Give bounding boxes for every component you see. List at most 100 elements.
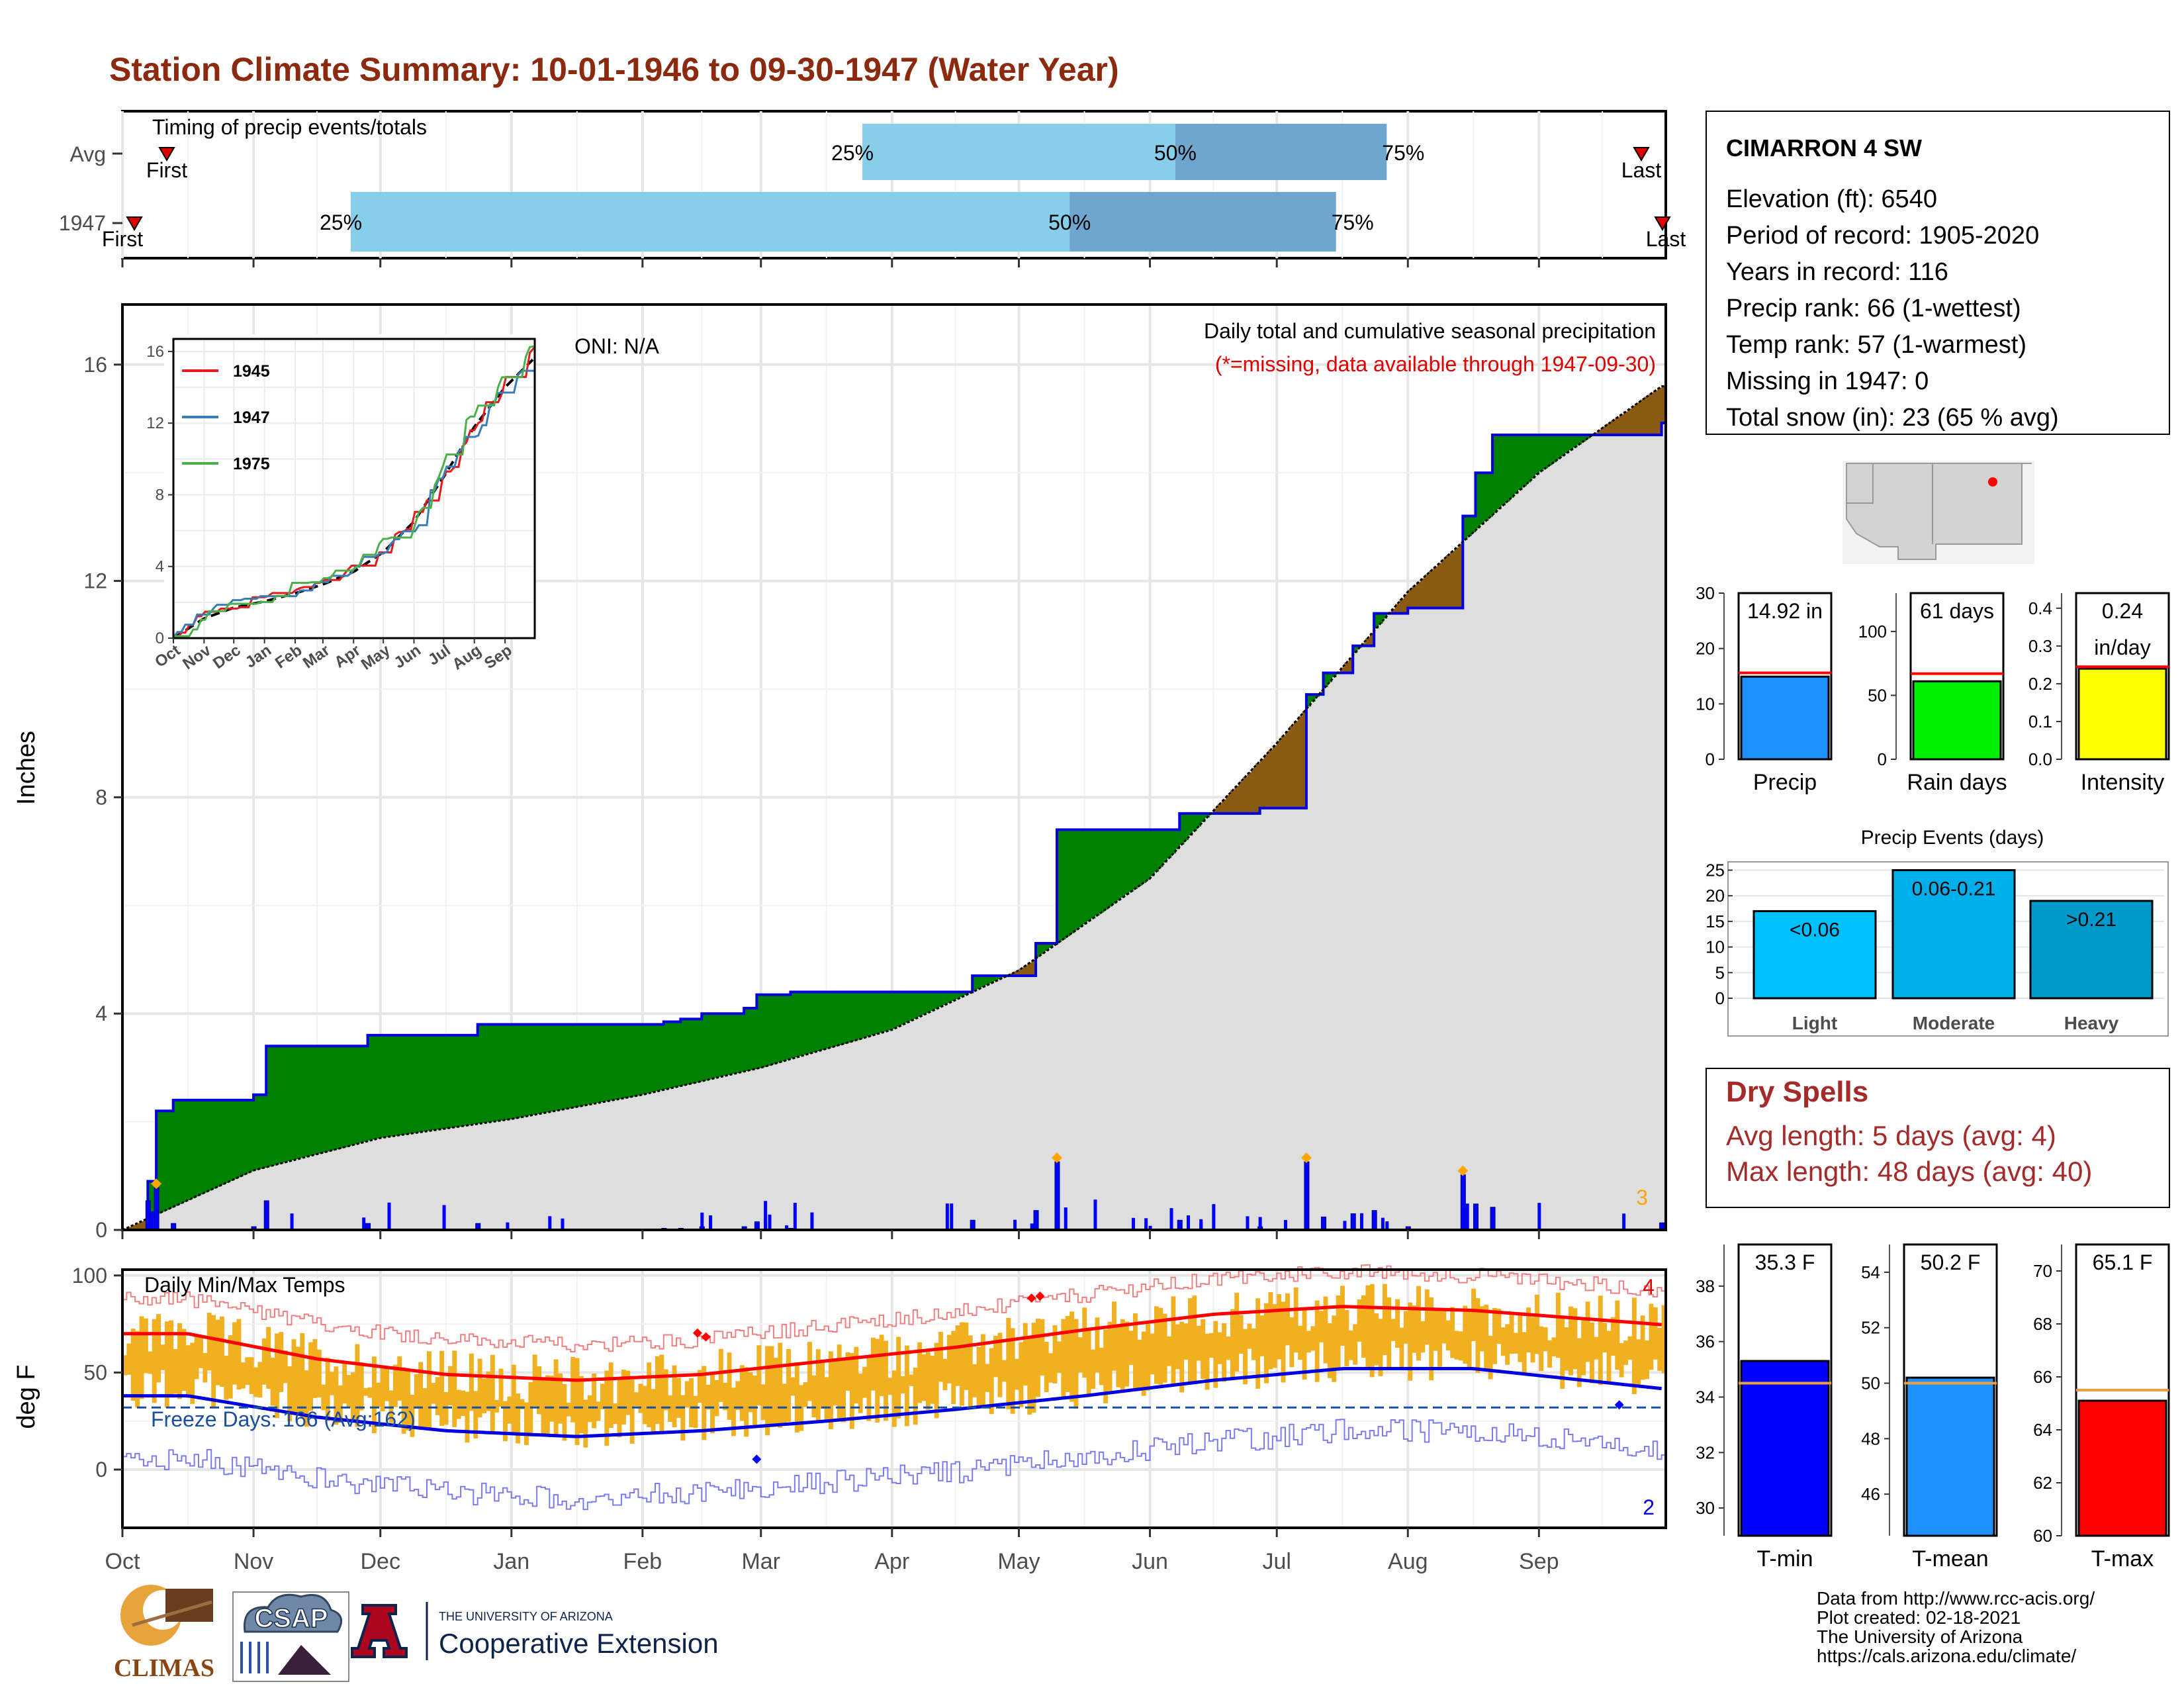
daily-temp-bar — [367, 1387, 373, 1398]
diff-sliver — [523, 1024, 529, 1117]
daily-temp-bar — [765, 1346, 770, 1436]
diff-sliver — [1082, 829, 1087, 925]
daily-temp-bar — [849, 1352, 854, 1429]
daily-temp-bar — [1162, 1313, 1167, 1383]
daily-temp-bar — [1572, 1308, 1578, 1370]
daily-temp-bar — [642, 1385, 647, 1425]
daily-precip-bar — [764, 1201, 768, 1230]
daily-temp-bar — [875, 1338, 880, 1423]
daily-temp-bar — [951, 1331, 956, 1405]
daily-temp-bar — [194, 1335, 199, 1380]
diff-sliver — [1424, 574, 1430, 608]
daily-temp-bar — [1636, 1339, 1641, 1388]
temp-summary-ticklabel-1-0: 46 — [1861, 1484, 1880, 1504]
month-label-0: Oct — [105, 1549, 140, 1574]
diff-sliver — [1069, 829, 1075, 933]
daily-temp-bar — [1082, 1307, 1087, 1378]
daily-temp-bar — [240, 1362, 246, 1389]
diff-sliver — [1124, 829, 1130, 895]
daily-temp-bar — [232, 1322, 238, 1385]
diff-sliver — [257, 1094, 263, 1169]
diff-sliver — [1585, 435, 1590, 439]
daily-precip-bar — [1537, 1203, 1541, 1230]
diff-sliver — [330, 1046, 335, 1150]
daily-temp-bar — [782, 1383, 787, 1424]
csap-logo: CSAP — [232, 1591, 349, 1682]
diff-sliver — [756, 994, 762, 1068]
daily-temp-bar — [904, 1345, 909, 1427]
daily-temp-bar — [342, 1362, 347, 1404]
daily-temp-bar — [1412, 1305, 1417, 1353]
daily-temp-bar — [769, 1346, 774, 1427]
diff-sliver — [972, 976, 978, 992]
timing-p25-label-1: 25% — [320, 211, 362, 234]
diff-sliver — [283, 1046, 288, 1162]
diff-sliver — [946, 992, 952, 1004]
diff-sliver — [1310, 694, 1316, 702]
diff-sliver — [985, 976, 990, 986]
daily-temp-bar — [206, 1313, 212, 1371]
diff-sliver — [1238, 781, 1244, 814]
daily-temp-bar — [1365, 1285, 1371, 1369]
credit-line-university: The University of Arizona — [1817, 1626, 2023, 1647]
diff-sliver — [858, 992, 863, 1039]
timing-p75-label-1: 75% — [1332, 211, 1374, 234]
diff-sliver — [1399, 599, 1404, 614]
daily-precip-bar — [1385, 1221, 1389, 1230]
diff-sliver — [338, 1046, 343, 1149]
precip-y-label: Inches — [13, 731, 40, 805]
diff-sliver — [566, 1024, 572, 1109]
diff-sliver — [253, 1094, 259, 1170]
diff-sliver — [1175, 829, 1181, 849]
diff-sliver — [1564, 435, 1569, 453]
daily-temp-bar — [1146, 1323, 1151, 1391]
precip-corner-count: 3 — [1636, 1186, 1648, 1209]
diff-sliver — [1023, 966, 1028, 976]
timing-avg-last-label: Last — [1621, 158, 1662, 182]
diff-sliver — [1183, 813, 1189, 841]
diff-sliver — [938, 992, 944, 1008]
daily-temp-bars — [122, 1284, 1666, 1448]
daily-temp-bar — [1437, 1307, 1442, 1367]
daily-temp-bar — [1564, 1327, 1569, 1371]
diff-sliver — [702, 1013, 707, 1081]
daily-temp-bar — [1103, 1329, 1109, 1403]
diff-sliver — [1645, 397, 1650, 436]
diff-sliver — [397, 1035, 402, 1135]
daily-temp-bar — [1285, 1293, 1290, 1346]
daily-precip-bar — [945, 1203, 949, 1230]
diff-sliver — [904, 992, 910, 1023]
daily-temp-bar — [1500, 1327, 1506, 1356]
diff-sliver — [1217, 804, 1222, 814]
diff-sliver — [1369, 633, 1375, 646]
daily-temp-bar — [1539, 1326, 1544, 1372]
diff-sliver — [1602, 426, 1608, 436]
daily-temp-bar — [1332, 1315, 1337, 1382]
daily-precip-bar — [764, 1220, 768, 1230]
record-max-count: 4 — [1643, 1275, 1655, 1299]
daily-temp-bar — [1416, 1286, 1421, 1361]
daily-precip-bar — [709, 1215, 713, 1230]
daily-temp-bar — [503, 1401, 508, 1442]
diff-sliver — [828, 992, 834, 1048]
daily-precip-bar — [1148, 1225, 1152, 1230]
summary-ticklabel-0-2: 20 — [1696, 639, 1715, 659]
diff-sliver — [1031, 960, 1036, 976]
diff-sliver — [1167, 829, 1172, 859]
daily-temp-bar — [1518, 1312, 1523, 1362]
daily-temp-bar — [1293, 1287, 1298, 1353]
temp-summary-bar-1 — [1905, 1376, 1995, 1537]
diff-sliver — [642, 1024, 648, 1095]
inset-line-1975 — [172, 345, 534, 638]
events-bars: 0 5 10 15 20 25 <0.06 Light 0.06-0.21 Moderate >0.… — [1706, 861, 2164, 1033]
month-label-3: Jan — [493, 1549, 529, 1574]
diff-sliver — [1162, 829, 1167, 863]
diff-sliver — [663, 1021, 668, 1090]
events-value-2: >0.21 — [2066, 909, 2116, 931]
diff-sliver — [655, 1024, 660, 1092]
daily-temp-bar — [608, 1362, 614, 1429]
precip-ytick-label-0: 0 — [95, 1218, 107, 1242]
diff-sliver — [1264, 754, 1269, 808]
daily-temp-bar — [439, 1350, 445, 1427]
daily-temp-bar — [697, 1370, 702, 1403]
